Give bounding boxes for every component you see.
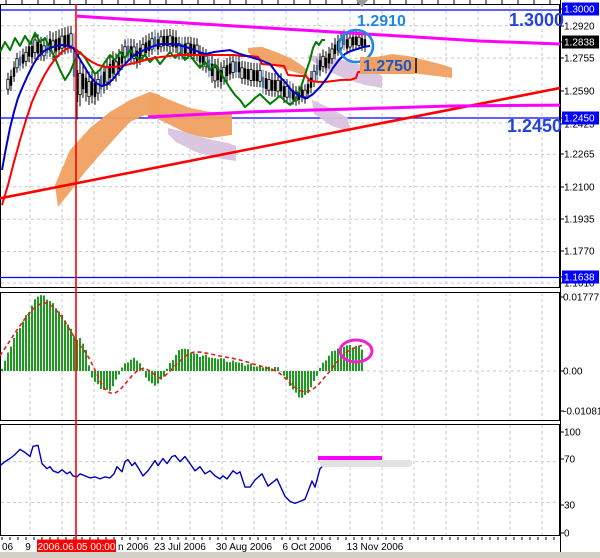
wedge-lower-line[interactable] [147,103,561,119]
ichimoku-cloud [168,128,236,161]
rsi-axis-label: 0 [564,529,570,540]
ichimoku-cloud [312,100,350,132]
price-label: 1.2838 [564,38,595,49]
selected-date-label-box [37,539,116,553]
price-label: 1.2265 [564,150,595,161]
kijun-sen-line [1,46,373,206]
rsi-line-shadow [320,460,412,467]
selected-date-label: 2006.06.05 00:00 [38,542,116,553]
window-bottom-strip [0,552,600,558]
current-price-label-box [562,35,599,49]
price-annotation-12750[interactable]: 1.2750 [363,58,412,75]
osma-signal-line [0,301,366,394]
price-label: 1.1935 [564,215,595,226]
price-annotation-12450[interactable]: 1.2450 [507,116,562,136]
price-label: 1.2590 [564,87,595,98]
level-price-label-box [562,2,599,16]
osma-panel[interactable] [0,292,560,421]
date-label: 13 Nov 2006 [347,542,404,553]
date-label: 6 Oct 2006 [283,542,332,553]
osma-axis-label: -0.01081 [563,407,600,418]
level-price-label-box [562,111,599,125]
date-label: 30 Aug 2006 [216,542,273,553]
rsi-line [0,444,363,505]
rsi-axis-label: 30 [564,501,576,512]
time-axis[interactable]: 06 9 n 2006 23 Jul 2006 30 Aug 2006 6 Oct 200… [1,537,555,553]
osma-axis-label: 0.00 [563,367,583,378]
annotation-highlight-box[interactable] [360,57,415,74]
tenkan-sen-line [1,43,371,171]
date-label: 23 Jul 2006 [154,542,206,553]
price-axis[interactable]: 1.3000 1.2920 1.2838 1.2755 1.2590 1.24251.24… [560,2,600,540]
scroll-position-triangle [356,0,368,7]
level-price-label-box [562,270,599,284]
wedge-upper-line[interactable] [76,14,561,46]
price-annotation-13000[interactable]: 1.3000 [509,10,564,30]
price-label: 1.2100 [564,183,595,194]
rsi-panel[interactable] [0,424,560,536]
date-label: 9 [25,542,31,553]
price-label: 1.1610 [564,279,595,290]
rsi-axis-label: 70 [564,455,576,466]
price-label: 1.1638 [564,273,595,284]
date-label: 06 [2,542,14,553]
price-label: 1.3000 [564,5,595,16]
osma-histogram [1,295,363,398]
ichimoku-cloud [248,46,307,76]
price-label: 1.2450 [564,114,595,125]
osma-axis-label: 0.01777 [563,293,600,304]
price-label: 1.2920 [564,22,595,33]
breakout-circle-annotation[interactable] [337,28,375,64]
date-label: n 2006 [118,542,149,553]
price-label: 1.2755 [564,54,595,65]
osma-ellipse-annotation[interactable] [338,338,374,364]
rsi-axis-label: 100 [564,428,581,439]
top-ticks [5,0,551,4]
price-annotation-12910[interactable]: 1.2910 [357,13,406,30]
price-label: 1.1770 [564,247,595,258]
chikou-span-line [0,32,325,108]
price-label: 1.2425 [564,120,595,131]
